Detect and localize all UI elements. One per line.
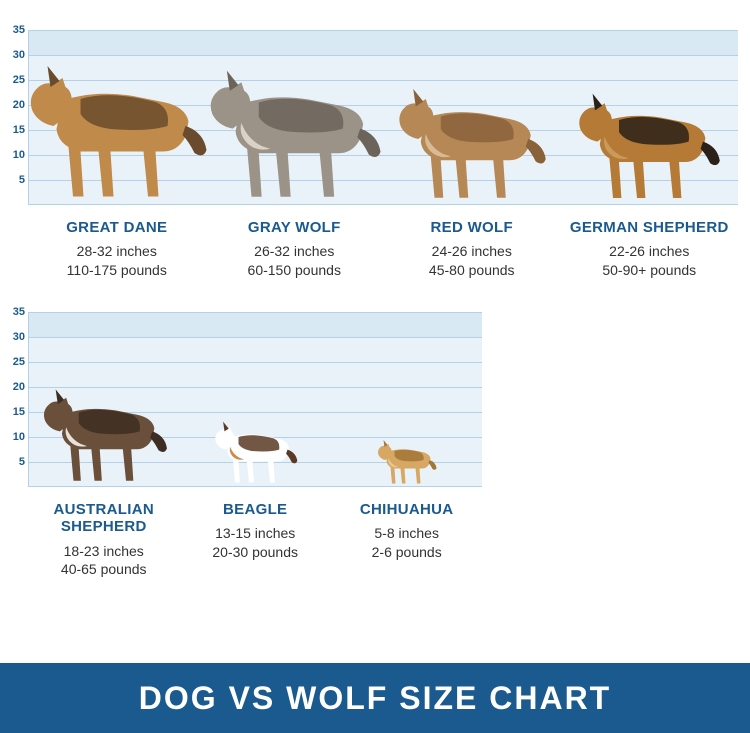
german-shepherd-icon xyxy=(571,84,727,204)
grid-area-1: 5101520253035 xyxy=(28,30,738,205)
animal-weight: 45-80 pounds xyxy=(387,261,557,280)
chart-row-1: 5101520253035 GREAT DANE 28-32 inches110-… xyxy=(0,30,750,280)
animal-weight: 50-90+ pounds xyxy=(565,261,735,280)
red-wolf-icon xyxy=(391,79,554,204)
chart-row-2: 5101520253035 AUSTRALIAN SHEPHERD 18-23 i… xyxy=(0,312,750,579)
y-tick-label: 10 xyxy=(13,431,29,443)
aussie-icon xyxy=(36,381,173,486)
animal-height: 5-8 inches xyxy=(335,524,478,543)
labels-row-1: GREAT DANE 28-32 inches110-175 pounds GRAY… xyxy=(28,219,738,280)
animal-height: 24-26 inches xyxy=(387,242,557,261)
great-dane-icon xyxy=(20,54,215,204)
y-tick-label: 5 xyxy=(19,456,29,468)
chart-title: DOG VS WOLF SIZE CHART xyxy=(139,680,611,717)
animal-height: 28-32 inches xyxy=(32,242,202,261)
animal-weight: 20-30 pounds xyxy=(183,543,326,562)
beagle-icon xyxy=(210,416,301,486)
grid-area-2: 5101520253035 xyxy=(28,312,482,487)
animal-weight: 2-6 pounds xyxy=(335,543,478,562)
y-tick-label: 35 xyxy=(13,24,29,36)
animal-name: RED WOLF xyxy=(387,219,557,236)
title-bar: DOG VS WOLF SIZE CHART xyxy=(0,663,750,733)
y-tick-label: 30 xyxy=(13,331,29,343)
animal-name: CHIHUAHUA xyxy=(335,501,478,518)
animal-name: AUSTRALIAN SHEPHERD xyxy=(32,501,175,536)
animal-height: 22-26 inches xyxy=(565,242,735,261)
animal-name: GERMAN SHEPHERD xyxy=(565,219,735,236)
y-tick-label: 20 xyxy=(13,381,29,393)
y-tick-label: 35 xyxy=(13,306,29,318)
animal-weight: 110-175 pounds xyxy=(32,261,202,280)
animal-name: GREAT DANE xyxy=(32,219,202,236)
animal-height: 18-23 inches xyxy=(32,542,175,561)
animal-weight: 40-65 pounds xyxy=(32,560,175,579)
animal-name: BEAGLE xyxy=(183,501,326,518)
y-tick-label: 25 xyxy=(13,356,29,368)
labels-row-2: AUSTRALIAN SHEPHERD 18-23 inches40-65 pou… xyxy=(28,501,482,579)
animal-height: 26-32 inches xyxy=(210,242,380,261)
animal-weight: 60-150 pounds xyxy=(210,261,380,280)
animal-name: GRAY WOLF xyxy=(210,219,380,236)
chihuahua-icon xyxy=(374,436,439,486)
gray-wolf-icon xyxy=(201,59,390,204)
y-tick-label: 15 xyxy=(13,406,29,418)
animal-height: 13-15 inches xyxy=(183,524,326,543)
